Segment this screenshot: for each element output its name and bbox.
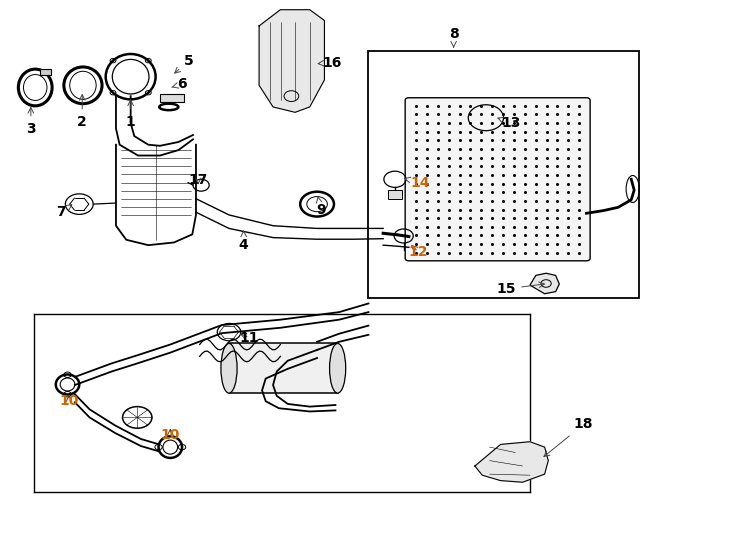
- Text: 11: 11: [240, 330, 259, 345]
- Bar: [388, 190, 402, 199]
- Text: 5: 5: [175, 54, 194, 73]
- Ellipse shape: [330, 343, 346, 393]
- Text: 12: 12: [409, 245, 428, 259]
- Text: 17: 17: [189, 173, 208, 187]
- Text: 18: 18: [544, 417, 593, 456]
- Text: 10: 10: [161, 428, 180, 442]
- Polygon shape: [530, 273, 559, 294]
- Polygon shape: [259, 10, 324, 112]
- Text: 3: 3: [26, 107, 36, 136]
- Text: 7: 7: [56, 205, 72, 219]
- Text: 1: 1: [126, 100, 136, 129]
- Text: 14: 14: [404, 176, 429, 190]
- Text: 16: 16: [318, 56, 341, 70]
- Text: 9: 9: [316, 197, 326, 217]
- Text: 15: 15: [497, 282, 545, 296]
- Polygon shape: [475, 442, 548, 482]
- Text: 2: 2: [77, 94, 87, 129]
- Text: 10: 10: [59, 394, 79, 408]
- Ellipse shape: [221, 343, 237, 393]
- Text: 8: 8: [448, 27, 459, 47]
- Text: 13: 13: [498, 116, 521, 130]
- Text: 6: 6: [172, 77, 187, 91]
- FancyBboxPatch shape: [405, 98, 590, 261]
- Text: 4: 4: [239, 231, 249, 252]
- Bar: [40, 69, 51, 75]
- Bar: [160, 94, 184, 102]
- Bar: [368, 51, 639, 298]
- Bar: [229, 343, 338, 393]
